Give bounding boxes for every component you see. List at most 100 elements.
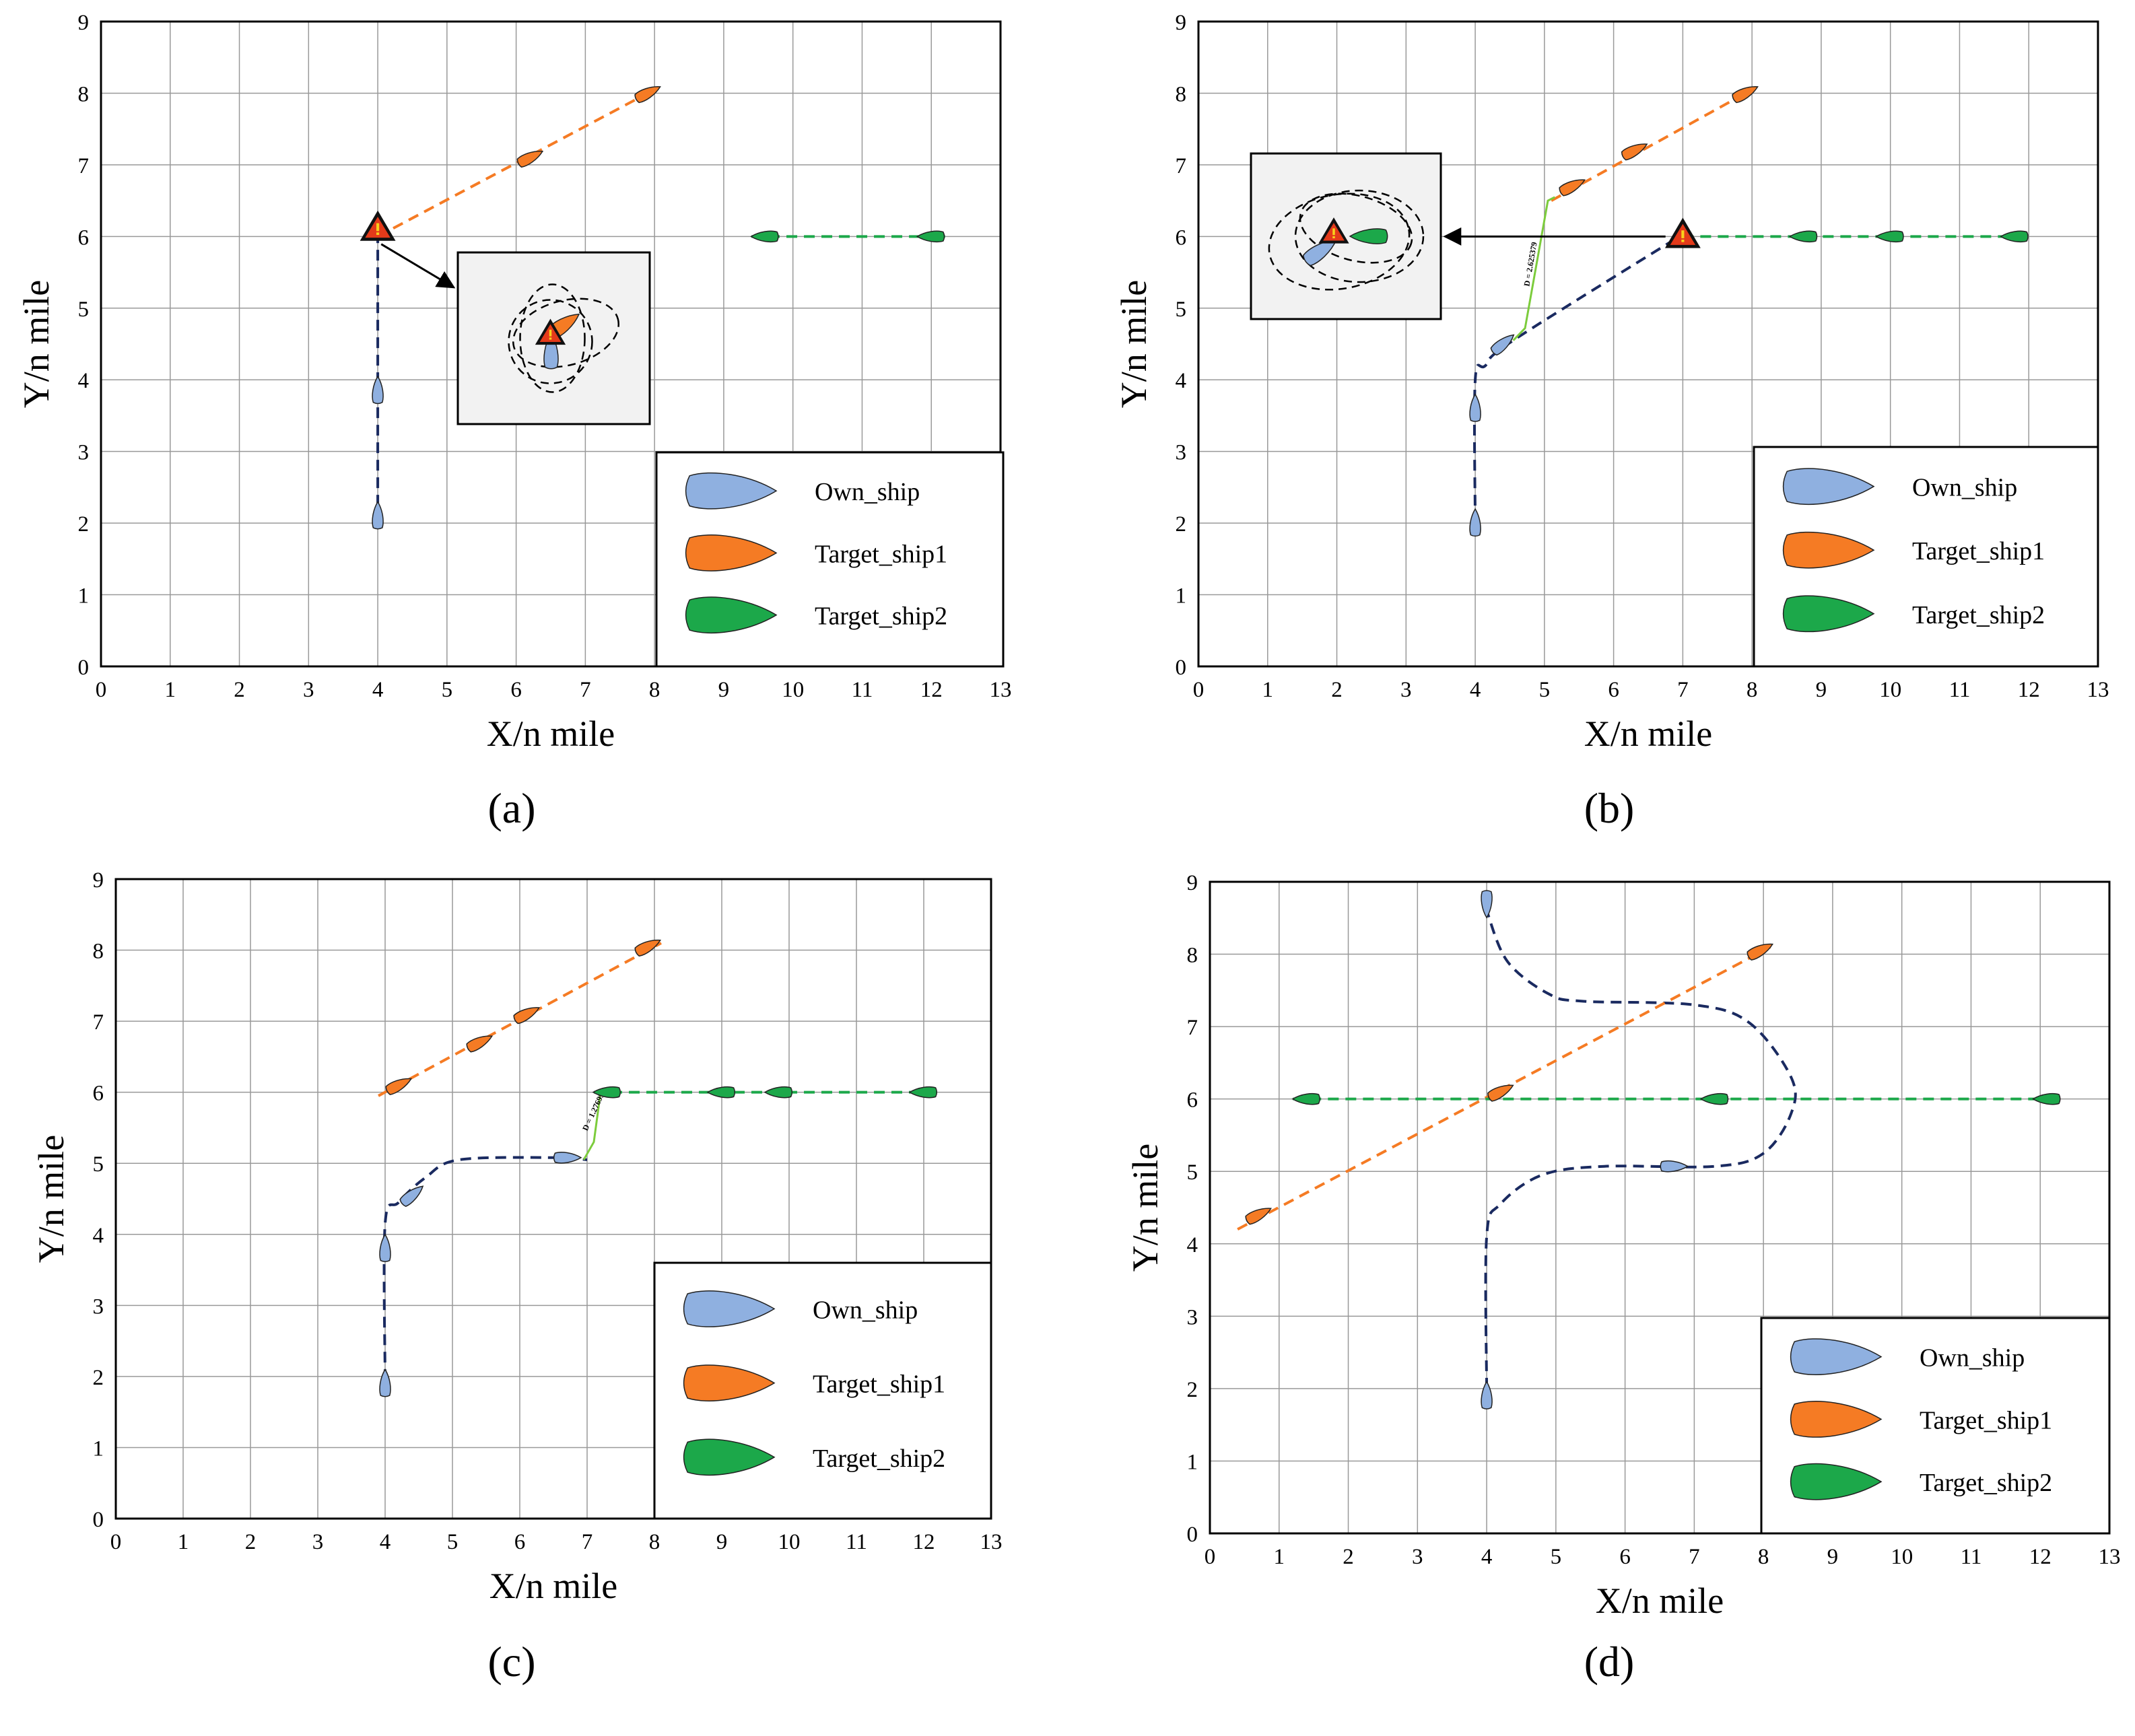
own-ship-marker [379,1368,391,1397]
y-tick-label: 6 [78,225,90,250]
panel-label: (b) [1584,784,1635,832]
x-tick-label: 7 [580,678,591,702]
y-tick-label: 1 [93,1436,104,1461]
x-tick-label: 0 [1193,678,1205,702]
y-tick-label: 3 [1176,441,1187,465]
x-axis-label: X/n mile [489,1566,617,1606]
x-tick-label: 7 [1677,678,1689,702]
panel-label: (c) [487,1638,535,1686]
target-ship1-marker [634,939,662,957]
track-own-ship [1484,910,1797,1389]
legend-ship-icon [683,1364,776,1401]
x-tick-label: 11 [846,1530,867,1554]
x-tick-label: 2 [245,1530,257,1554]
legend-label: Own_ship [815,478,920,506]
x-tick-label: 1 [178,1530,189,1554]
target-ship2-marker [908,1086,938,1099]
x-tick-label: 2 [234,678,245,702]
x-tick-label: 4 [1470,678,1481,702]
y-tick-label: 7 [1187,1016,1198,1040]
y-tick-label: 1 [1176,584,1187,609]
x-tick-label: 3 [1412,1545,1423,1569]
target-ship2-marker [1349,228,1388,244]
y-tick-label: 4 [1176,369,1187,393]
target-ship2-marker [1788,230,1818,243]
x-tick-label: 11 [852,678,873,702]
x-tick-label: 8 [649,1530,660,1554]
safety-domain-ellipse [1294,189,1425,283]
legend-label: Target_ship1 [813,1370,945,1399]
x-tick-label: 11 [1949,678,1971,702]
target-ship1-marker [516,150,544,168]
x-tick-label: 13 [980,1530,1003,1554]
x-tick-label: 2 [1343,1545,1354,1569]
x-tick-label: 3 [312,1530,324,1554]
own-ship-marker [1469,393,1481,422]
own-ship-marker [372,375,384,405]
x-tick-label: 4 [380,1530,391,1554]
legend-ship-icon [1782,595,1875,633]
x-tick-label: 13 [2087,678,2109,702]
x-tick-label: 2 [1331,678,1343,702]
x-tick-label: 10 [778,1530,801,1554]
y-tick-label: 3 [78,441,90,465]
target-ship2-marker [1875,230,1904,243]
track-own-ship [382,1156,588,1381]
x-tick-label: 1 [1274,1545,1285,1569]
y-tick-label: 2 [78,512,90,536]
x-tick-label: 9 [1827,1545,1839,1569]
y-tick-label: 0 [1187,1523,1198,1547]
x-tick-label: 0 [110,1530,122,1554]
y-tick-label: 5 [78,298,90,322]
safety-domain-ellipse [1299,193,1413,264]
y-tick-label: 1 [1187,1450,1198,1474]
x-tick-label: 5 [447,1530,459,1554]
target-ship1-marker [1732,86,1759,104]
target-ship2-marker [2000,230,2029,243]
y-tick-label: 5 [1176,298,1187,322]
target-ship1-marker [1487,1084,1514,1102]
legend-label: Target_ship1 [815,540,947,568]
legend-label: Target_ship2 [1920,1469,2052,1497]
y-tick-label: 4 [1187,1233,1198,1257]
target-ship1-marker [1621,143,1648,161]
target-ship2-marker [592,1086,621,1099]
target-ship1-marker [634,86,661,104]
x-tick-label: 3 [303,678,314,702]
y-tick-label: 8 [78,82,90,106]
x-tick-label: 6 [1608,678,1619,702]
x-tick-label: 9 [1816,678,1827,702]
legend-label: Target_ship1 [1920,1406,2052,1434]
x-tick-label: 4 [372,678,384,702]
encounter-inset [1250,152,1442,320]
y-tick-label: 6 [1187,1088,1198,1113]
y-axis-label: Y/n mile [1125,1144,1165,1272]
x-tick-label: 5 [442,678,453,702]
x-tick-label: 8 [649,678,660,702]
legend-label: Target_ship2 [813,1445,945,1473]
legend-ship-icon [685,472,778,510]
legend-ship-icon [1790,1463,1883,1500]
plot-area-frame [1209,880,2111,1535]
target-ship1-marker [1245,1208,1272,1225]
legend-label: Target_ship1 [1912,537,2045,565]
y-axis-label: Y/n mile [16,280,57,408]
x-tick-label: 13 [2099,1545,2121,1569]
y-axis-label: Y/n mile [31,1135,71,1263]
y-tick-label: 4 [93,1224,104,1248]
y-tick-label: 2 [93,1366,104,1390]
x-tick-label: 0 [96,678,107,702]
legend-label: Target_ship2 [1912,601,2045,629]
target-ship2-marker [916,230,945,243]
x-tick-label: 7 [1689,1545,1700,1569]
warning-triangle-icon [535,318,566,345]
own-ship-marker [372,501,384,530]
plot-area-frame [1197,20,2099,668]
target-ship2-marker [2032,1092,2061,1105]
x-tick-label: 5 [1551,1545,1562,1569]
legend-ship-icon [685,534,778,571]
